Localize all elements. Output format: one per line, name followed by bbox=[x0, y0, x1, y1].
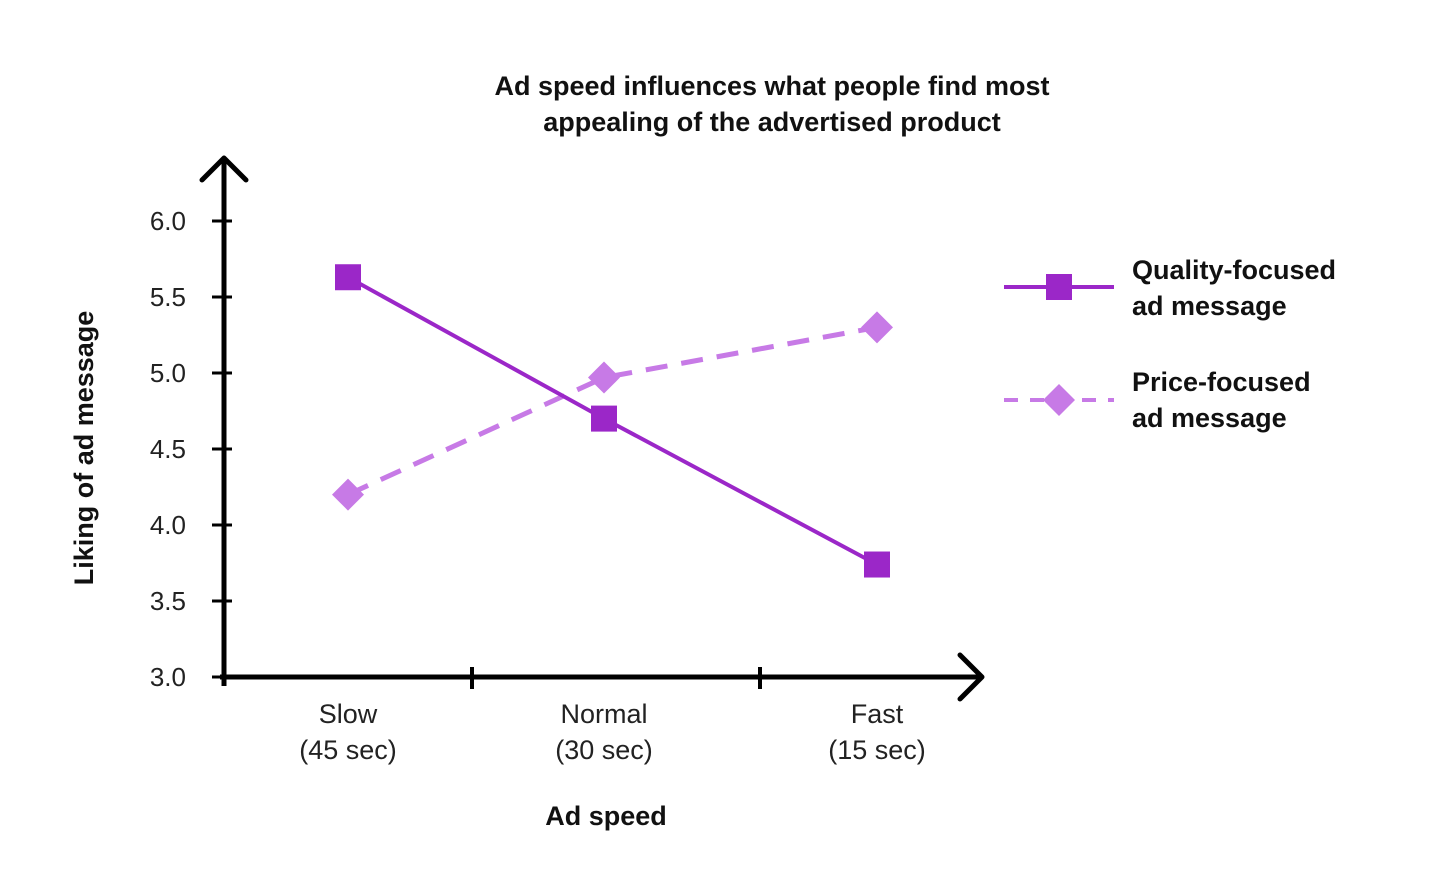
x-axis-arrow bbox=[957, 652, 985, 702]
y-axis-label: Liking of ad message bbox=[69, 311, 99, 586]
legend-marker bbox=[1046, 274, 1072, 300]
series-0 bbox=[335, 264, 890, 578]
x-category-label: Fast bbox=[851, 699, 904, 729]
series-1 bbox=[332, 311, 893, 511]
y-tick-label: 5.5 bbox=[150, 282, 186, 312]
legend-label: Quality-focused bbox=[1132, 255, 1336, 285]
x-axis-label: Ad speed bbox=[545, 801, 667, 831]
y-tick-label: 6.0 bbox=[150, 206, 186, 236]
legend-marker bbox=[1043, 384, 1075, 416]
y-ticks: 3.0 3.5 4.0 4.5 5.0 5.5 6.0 bbox=[150, 206, 232, 692]
y-tick-label: 4.5 bbox=[150, 434, 186, 464]
data-point bbox=[864, 551, 890, 578]
x-category-label: (15 sec) bbox=[828, 735, 926, 765]
data-point bbox=[588, 361, 620, 394]
data-point bbox=[332, 478, 364, 511]
y-tick-label: 3.0 bbox=[150, 662, 186, 692]
legend-label: Price-focused bbox=[1132, 367, 1311, 397]
x-category-label: Slow bbox=[319, 699, 378, 729]
series-line bbox=[346, 324, 878, 497]
y-tick-label: 3.5 bbox=[150, 586, 186, 616]
x-category-label: Normal bbox=[560, 699, 647, 729]
legend: Quality-focused ad message Price-focused ad… bbox=[1004, 255, 1336, 433]
legend-label: ad message bbox=[1132, 403, 1287, 433]
y-axis-arrow bbox=[199, 155, 249, 183]
legend-label: ad message bbox=[1132, 291, 1287, 321]
data-point bbox=[591, 405, 617, 432]
legend-item: Price-focused ad message bbox=[1004, 367, 1311, 433]
y-tick-label: 5.0 bbox=[150, 358, 186, 388]
data-point bbox=[861, 311, 893, 344]
x-category-label: (45 sec) bbox=[299, 735, 397, 765]
chart-title-line-1: Ad speed influences what people find mos… bbox=[494, 71, 1049, 101]
y-tick-label: 4.0 bbox=[150, 510, 186, 540]
data-point bbox=[335, 264, 361, 291]
chart-title: Ad speed influences what people find mos… bbox=[494, 71, 1049, 137]
x-categories: Slow (45 sec) Normal (30 sec) Fast (15 sec) bbox=[299, 699, 926, 765]
x-category-label: (30 sec) bbox=[555, 735, 653, 765]
axes bbox=[199, 155, 985, 702]
legend-item: Quality-focused ad message bbox=[1004, 255, 1336, 321]
series-layer bbox=[332, 264, 893, 578]
chart-title-line-2: appealing of the advertised product bbox=[543, 107, 1001, 137]
